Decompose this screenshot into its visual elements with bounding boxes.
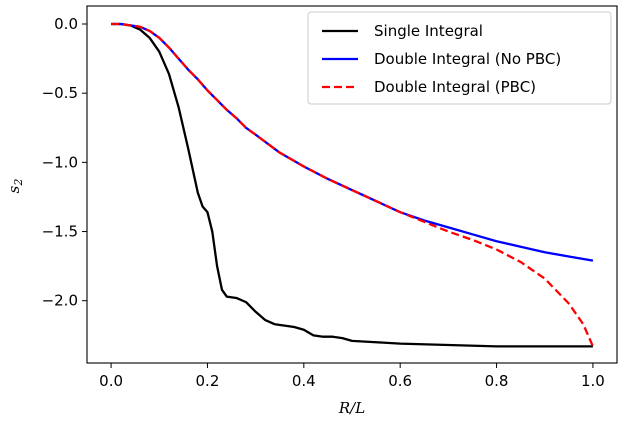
x-axis: 0.0 0.2 0.4 0.6 0.8 1.0	[99, 363, 605, 390]
y-axis-title: s2	[5, 179, 25, 194]
x-tick-label: 0.2	[196, 372, 220, 390]
y-axis-title-subscript: 2	[12, 179, 25, 187]
x-tick-label: 1.0	[581, 372, 605, 390]
legend: Single Integral Double Integral (No PBC) D…	[307, 11, 612, 105]
x-tick-label: 0.0	[99, 372, 123, 390]
legend-label: Single Integral	[374, 22, 483, 40]
legend-label: Double Integral (PBC)	[374, 78, 536, 96]
y-tick-label: −1.5	[42, 223, 78, 241]
plot-area	[111, 22, 594, 348]
x-tick-label: 0.4	[292, 372, 316, 390]
axes-frame	[86, 5, 618, 364]
y-tick-label: 0.0	[54, 15, 78, 33]
y-tick-label: −1.0	[42, 153, 78, 171]
y-tick-label: −0.5	[42, 84, 78, 102]
x-axis-title: R/L	[338, 399, 365, 417]
y-tick-label: −2.0	[42, 292, 78, 310]
x-tick-label: 0.8	[485, 372, 509, 390]
series-line-double-integral-pbc	[111, 22, 594, 347]
x-tick-label: 0.6	[388, 372, 412, 390]
legend-box	[307, 11, 612, 105]
series-line-single-integral	[111, 22, 593, 348]
y-axis-title-main: s	[5, 185, 23, 193]
y-axis: 0.0 −0.5 −1.0 −1.5 −2.0	[42, 15, 87, 310]
legend-label: Double Integral (No PBC)	[374, 50, 561, 68]
